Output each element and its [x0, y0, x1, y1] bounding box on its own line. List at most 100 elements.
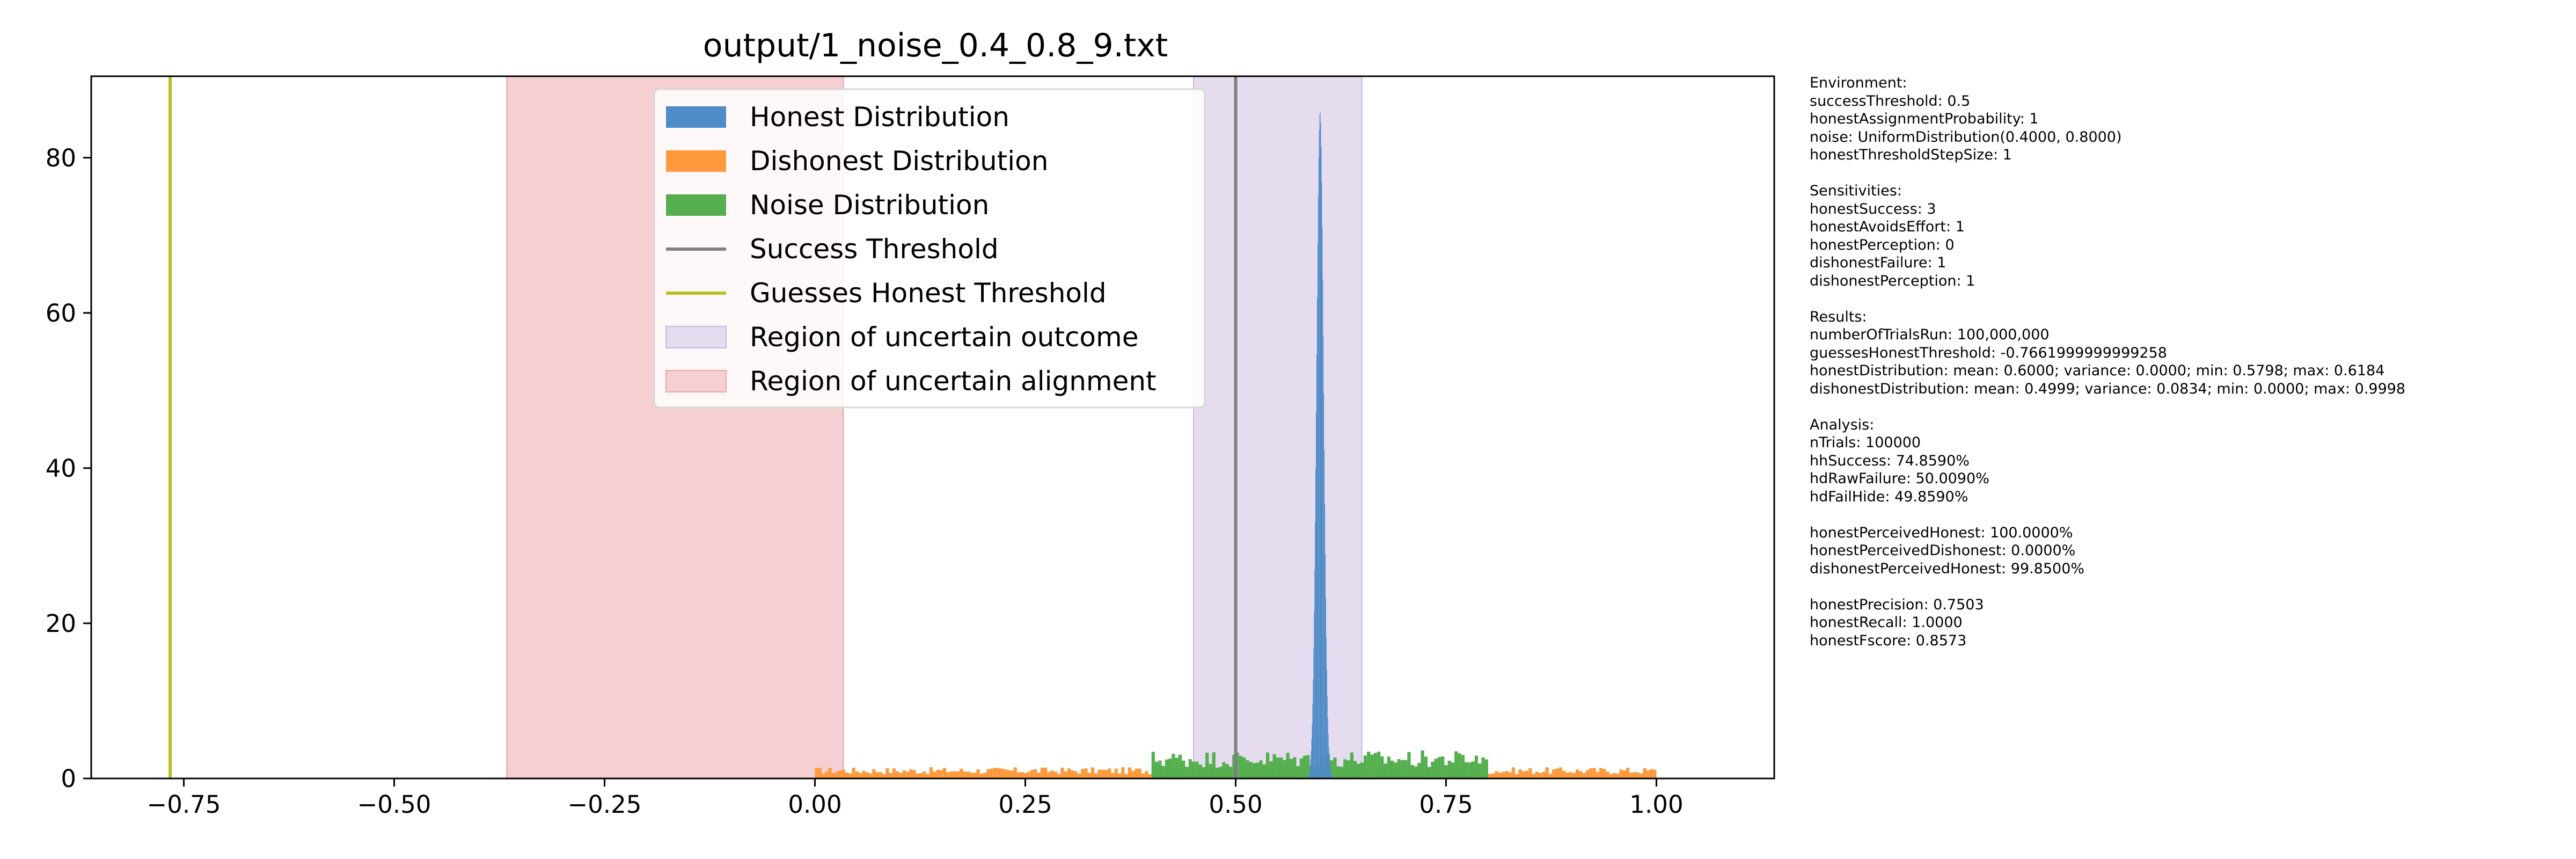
series-1-bin [1188, 759, 1192, 778]
stats-line: guessesHonestThreshold: -0.7661999999999… [1810, 344, 2167, 361]
stats-line: honestAvoidsEffort: 1 [1810, 219, 1965, 235]
series-0-bin [939, 770, 943, 778]
series-0-bin [1548, 774, 1553, 778]
x-tick-label: 0.75 [1419, 790, 1473, 819]
series-0-bin [1016, 772, 1021, 778]
series-1-bin [1481, 757, 1485, 778]
series-0-bin [1582, 773, 1586, 778]
stats-line: honestThresholdStepSize: 1 [1810, 147, 2012, 163]
series-0-bin [1562, 770, 1566, 778]
series-0-bin [1013, 767, 1017, 778]
series-0-bin [1027, 771, 1030, 778]
series-0-bin [1552, 769, 1556, 778]
series-1-bin [1256, 762, 1260, 778]
series-1-bin [1394, 762, 1397, 778]
series-0-bin [1555, 768, 1559, 778]
series-0-bin [960, 768, 963, 778]
series-0-bin [1087, 773, 1091, 778]
series-0-bin [1067, 768, 1071, 778]
series-0-bin [966, 771, 970, 778]
series-1-bin [1350, 752, 1353, 778]
series-1-bin [1239, 755, 1243, 778]
series-0-bin [1585, 770, 1590, 778]
series-0-bin [1124, 774, 1128, 778]
series-0-bin [1589, 768, 1593, 778]
stats-line: hdRawFailure: 50.0090% [1810, 470, 1989, 487]
stats-line: honestRecall: 1.0000 [1810, 614, 1963, 631]
series-0-bin [909, 769, 913, 778]
distributions-layer [815, 112, 1657, 779]
series-0-bin [815, 768, 818, 778]
series-0-bin [1034, 769, 1037, 778]
series-1-bin [1404, 760, 1408, 778]
series-0-bin [1525, 770, 1529, 778]
stats-line: honestFscore: 0.8573 [1810, 632, 1967, 649]
series-0-bin [1047, 772, 1051, 778]
series-0-bin [1148, 774, 1152, 778]
series-0-bin [1545, 767, 1549, 778]
series-1-bin [1478, 763, 1482, 778]
series-0-bin [1037, 773, 1041, 778]
series-2-bin [1309, 765, 1311, 778]
series-1-bin [1242, 757, 1246, 778]
stats-line: noise: UniformDistribution(0.4000, 0.800… [1810, 128, 2122, 145]
x-axis: −0.75 −0.50 −0.25 0.00 0.25 0.50 0.75 1.00 [147, 778, 1684, 819]
series-0-bin [1000, 768, 1004, 778]
series-1-bin [1407, 752, 1411, 778]
series-0-bin [852, 767, 855, 778]
series-1-bin [1289, 759, 1293, 778]
series-2-bin [1312, 704, 1313, 778]
series-1-bin [1246, 760, 1249, 778]
series-1-bin [1232, 754, 1236, 778]
stats-line: hdFailHide: 49.8590% [1810, 488, 1968, 505]
series-0-bin [1030, 769, 1034, 778]
series-0-bin [1558, 767, 1562, 778]
series-0-bin [1511, 767, 1516, 778]
series-2 [1306, 112, 1334, 779]
stats-line: nTrials: 100000 [1810, 434, 1921, 451]
series-0-bin [1080, 769, 1085, 778]
series-0-bin [1091, 767, 1095, 778]
series-0-bin [1101, 769, 1104, 778]
series-0-bin [841, 769, 845, 778]
series-0-bin [926, 774, 930, 778]
series-0-bin [885, 768, 889, 778]
series-0-bin [1498, 773, 1502, 778]
series-1-bin [1357, 763, 1360, 778]
series-0-bin [1599, 768, 1603, 778]
series-0-bin [1121, 767, 1125, 778]
series-0-bin [1640, 773, 1643, 778]
series-2-bin [1329, 763, 1330, 778]
series-0-bin [865, 772, 869, 778]
series-2-bin [1326, 637, 1327, 778]
stats-panel: Environment: successThreshold: 0.5 honestA… [1810, 74, 2561, 650]
series-1-bin [1434, 759, 1438, 778]
series-0-bin [831, 773, 836, 778]
series-2-bin [1324, 504, 1326, 778]
series-0-bin [1145, 771, 1148, 778]
series-1-bin [1269, 761, 1273, 778]
series-0-bin [919, 773, 923, 778]
series-2-bin [1331, 776, 1333, 778]
series-1-bin [1296, 766, 1300, 778]
series-0-bin [872, 769, 876, 778]
stats-line: honestPerceivedHonest: 100.0000% [1810, 524, 2073, 541]
series-1-bin [1286, 753, 1290, 778]
series-0-bin [862, 770, 866, 778]
series-0-bin [1612, 773, 1616, 778]
series-0-bin [1488, 774, 1492, 778]
series-2-bin [1316, 297, 1318, 778]
series-1-bin [1182, 760, 1185, 778]
series-0-bin [905, 771, 910, 778]
y-tick-label: 40 [46, 454, 76, 483]
series-1-bin [1222, 762, 1226, 778]
series-1-bin [1363, 755, 1367, 778]
series-0-bin [1050, 770, 1054, 778]
series-1-bin [1360, 762, 1364, 778]
series-0-bin [1094, 773, 1098, 778]
series-2-bin [1312, 724, 1313, 778]
series-1-bin [1397, 759, 1401, 778]
series-0-bin [1646, 770, 1650, 778]
series-1-bin [1249, 762, 1253, 778]
series-0-bin [1538, 773, 1542, 778]
